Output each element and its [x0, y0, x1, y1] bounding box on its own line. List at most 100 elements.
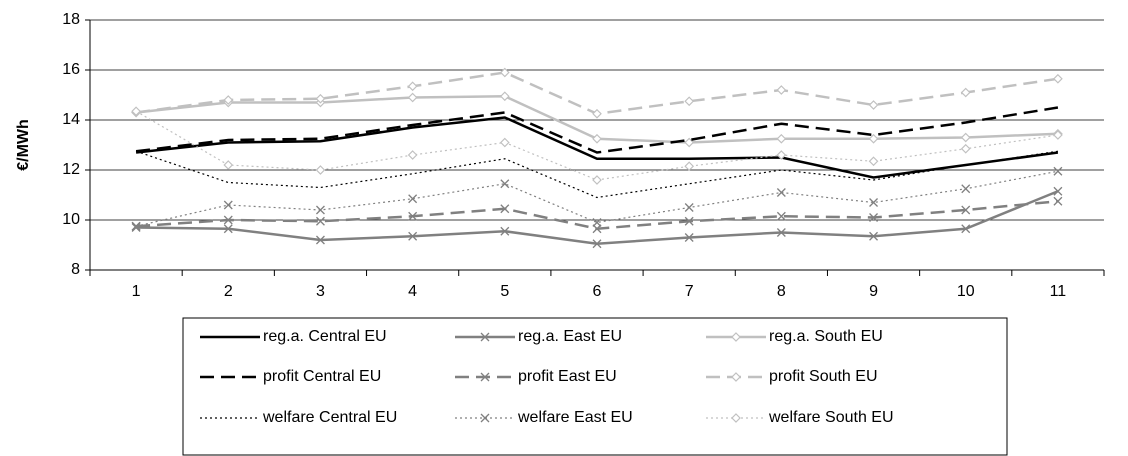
marker — [592, 239, 602, 249]
marker — [407, 81, 418, 92]
series-line — [136, 200, 1059, 231]
marker — [869, 213, 879, 222]
marker — [776, 228, 786, 237]
series-line — [135, 116, 1059, 179]
marker — [500, 179, 510, 189]
series-line — [135, 170, 1059, 227]
marker — [776, 150, 787, 160]
marker — [315, 205, 325, 215]
y-tick-label: 16 — [62, 61, 80, 78]
marker — [684, 137, 695, 148]
marker — [500, 226, 510, 236]
legend-label: profit East EU — [518, 368, 617, 385]
y-tick-label: 14 — [62, 111, 80, 128]
marker — [869, 198, 879, 207]
marker — [1053, 196, 1063, 206]
marker — [499, 91, 510, 102]
marker — [315, 235, 325, 245]
marker — [960, 132, 971, 143]
marker — [776, 85, 787, 95]
marker — [1053, 130, 1063, 140]
marker — [480, 332, 490, 342]
marker — [868, 156, 879, 167]
series-line — [136, 190, 1059, 246]
marker — [776, 133, 787, 144]
marker — [731, 413, 741, 423]
series-line — [135, 106, 1059, 154]
x-tick-label: 2 — [224, 283, 233, 300]
y-tick-label: 10 — [62, 211, 80, 228]
x-tick-label: 3 — [316, 283, 325, 300]
series-line — [135, 71, 1059, 116]
marker — [223, 95, 234, 105]
marker — [684, 203, 694, 212]
marker — [592, 133, 602, 144]
marker — [500, 204, 510, 214]
marker — [1053, 73, 1063, 84]
marker — [684, 96, 695, 107]
legend-label: reg.a. South EU — [769, 328, 883, 345]
legend-label: reg.a. East EU — [518, 328, 622, 345]
y-tick-label: 8 — [71, 261, 80, 278]
marker — [480, 372, 490, 382]
marker — [499, 137, 510, 148]
marker — [961, 205, 971, 215]
marker — [684, 233, 694, 242]
marker — [408, 231, 418, 241]
marker — [315, 216, 325, 226]
legend-label: reg.a. Central EU — [263, 328, 387, 345]
marker — [131, 106, 141, 117]
marker — [776, 188, 786, 197]
marker — [731, 372, 741, 382]
marker — [684, 216, 694, 226]
marker — [868, 133, 879, 144]
legend-label: welfare South EU — [768, 409, 894, 426]
y-axis-title: €/MWh — [15, 119, 32, 171]
marker — [223, 160, 234, 170]
marker — [776, 211, 786, 221]
marker — [961, 224, 971, 234]
legend-label: profit Central EU — [263, 368, 381, 385]
marker — [592, 108, 602, 119]
marker — [960, 143, 971, 154]
marker — [223, 224, 233, 234]
marker — [731, 332, 741, 342]
marker — [961, 184, 971, 194]
marker — [223, 215, 233, 225]
marker — [684, 161, 695, 172]
x-tick-label: 8 — [777, 283, 786, 300]
marker — [223, 200, 233, 210]
marker — [408, 211, 418, 221]
marker — [592, 175, 602, 185]
y-tick-label: 12 — [62, 161, 80, 178]
marker — [407, 92, 418, 103]
x-tick-label: 10 — [957, 283, 975, 300]
marker — [592, 218, 602, 227]
marker — [408, 194, 418, 204]
legend-label: profit South EU — [769, 368, 878, 385]
series-line — [135, 150, 1058, 199]
x-tick-label: 5 — [500, 283, 509, 300]
x-tick-label: 1 — [132, 283, 141, 300]
marker — [869, 231, 879, 241]
marker — [499, 67, 510, 78]
marker — [960, 87, 971, 98]
marker — [868, 100, 879, 110]
x-tick-label: 11 — [1050, 283, 1067, 300]
legend-box — [182, 317, 1008, 456]
x-tick-label: 4 — [408, 283, 417, 300]
marker — [1053, 186, 1063, 196]
marker — [131, 221, 141, 231]
marker — [1053, 166, 1063, 176]
marker — [407, 150, 418, 160]
x-tick-label: 9 — [869, 283, 878, 300]
x-tick-label: 6 — [593, 283, 602, 300]
legend-label: welfare East EU — [517, 409, 633, 426]
marker — [480, 413, 490, 423]
marker — [315, 93, 326, 104]
y-tick-label: 18 — [62, 11, 80, 28]
marker — [315, 165, 326, 175]
legend-label: welfare Central EU — [262, 409, 397, 426]
x-tick-label: 7 — [685, 283, 694, 300]
